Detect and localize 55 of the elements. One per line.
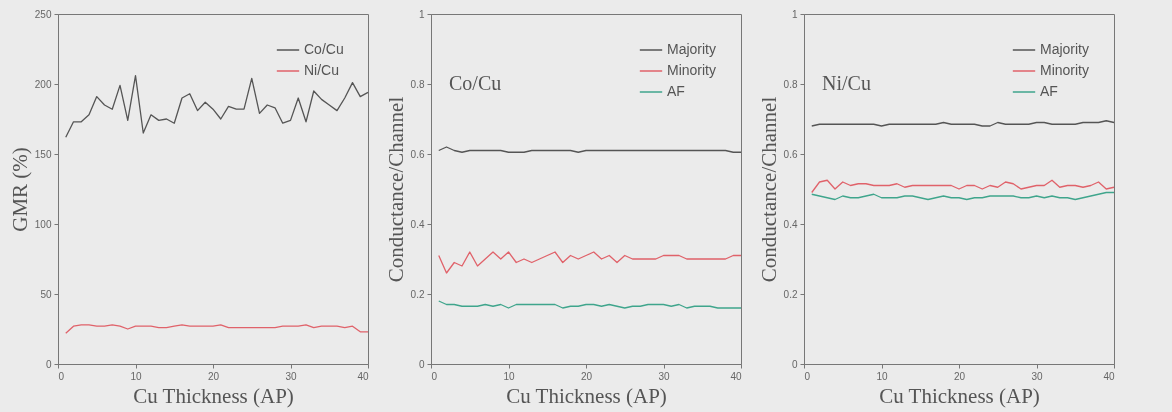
x-tick-label: 40 xyxy=(1103,370,1115,382)
x-axis-title: Cu Thickness (AP) xyxy=(133,383,294,408)
x-tick-label: 0 xyxy=(431,370,438,382)
x-tick-label: 0 xyxy=(58,370,65,382)
y-tick-label: 0.2 xyxy=(783,288,798,300)
y-tick-label: 150 xyxy=(34,148,52,160)
x-tick-label: 20 xyxy=(953,370,966,382)
line-series xyxy=(811,191,1115,201)
line-series xyxy=(438,251,742,274)
y-tick-label: 0.2 xyxy=(410,288,425,300)
y-axis-title: Conductance/Channel xyxy=(756,96,781,283)
line-series xyxy=(438,300,742,309)
x-axis-title: Cu Thickness (AP) xyxy=(506,383,667,408)
y-tick-label: 0 xyxy=(418,358,425,370)
y-tick-label: 100 xyxy=(34,218,52,230)
legend-label: Ni/Cu xyxy=(304,62,340,78)
x-tick-label: 40 xyxy=(730,370,742,382)
y-tick-label: 0.6 xyxy=(410,148,425,160)
y-tick-label: 1 xyxy=(418,8,425,20)
y-tick-label: 0.4 xyxy=(410,218,425,230)
y-axis-title: GMR (%) xyxy=(7,147,32,232)
x-tick-label: 30 xyxy=(285,370,297,382)
line-series xyxy=(65,74,369,138)
legend-label: AF xyxy=(1040,83,1058,99)
annotation: Co/Cu xyxy=(449,72,502,94)
y-tick-label: 200 xyxy=(34,78,52,90)
x-tick-label: 10 xyxy=(876,370,888,382)
y-tick-label: 0 xyxy=(791,358,798,370)
line-series xyxy=(811,179,1115,194)
legend-label: Minority xyxy=(667,62,717,78)
y-tick-label: 0.8 xyxy=(410,78,425,90)
x-tick-label: 30 xyxy=(658,370,670,382)
annotation: Ni/Cu xyxy=(822,72,871,94)
legend-label: AF xyxy=(667,83,685,99)
legend-label: Co/Cu xyxy=(304,41,344,57)
x-tick-label: 30 xyxy=(1031,370,1043,382)
x-tick-label: 10 xyxy=(130,370,142,382)
x-tick-label: 40 xyxy=(357,370,369,382)
x-tick-label: 10 xyxy=(503,370,515,382)
x-axis-title: Cu Thickness (AP) xyxy=(879,383,1040,408)
line-series xyxy=(65,324,369,334)
x-tick-label: 20 xyxy=(580,370,593,382)
x-tick-label: 0 xyxy=(804,370,811,382)
y-tick-label: 1 xyxy=(791,8,798,20)
y-tick-label: 0.8 xyxy=(783,78,798,90)
x-tick-label: 20 xyxy=(207,370,220,382)
y-tick-label: 0 xyxy=(45,358,52,370)
y-tick-label: 0.6 xyxy=(783,148,798,160)
legend-label: Minority xyxy=(1040,62,1090,78)
y-tick-label: 50 xyxy=(40,288,52,300)
y-tick-label: 0.4 xyxy=(783,218,798,230)
y-axis-title: Conductance/Channel xyxy=(383,96,408,283)
legend-label: Majority xyxy=(1040,41,1090,57)
legend-label: Majority xyxy=(667,41,717,57)
y-tick-label: 250 xyxy=(34,8,52,20)
